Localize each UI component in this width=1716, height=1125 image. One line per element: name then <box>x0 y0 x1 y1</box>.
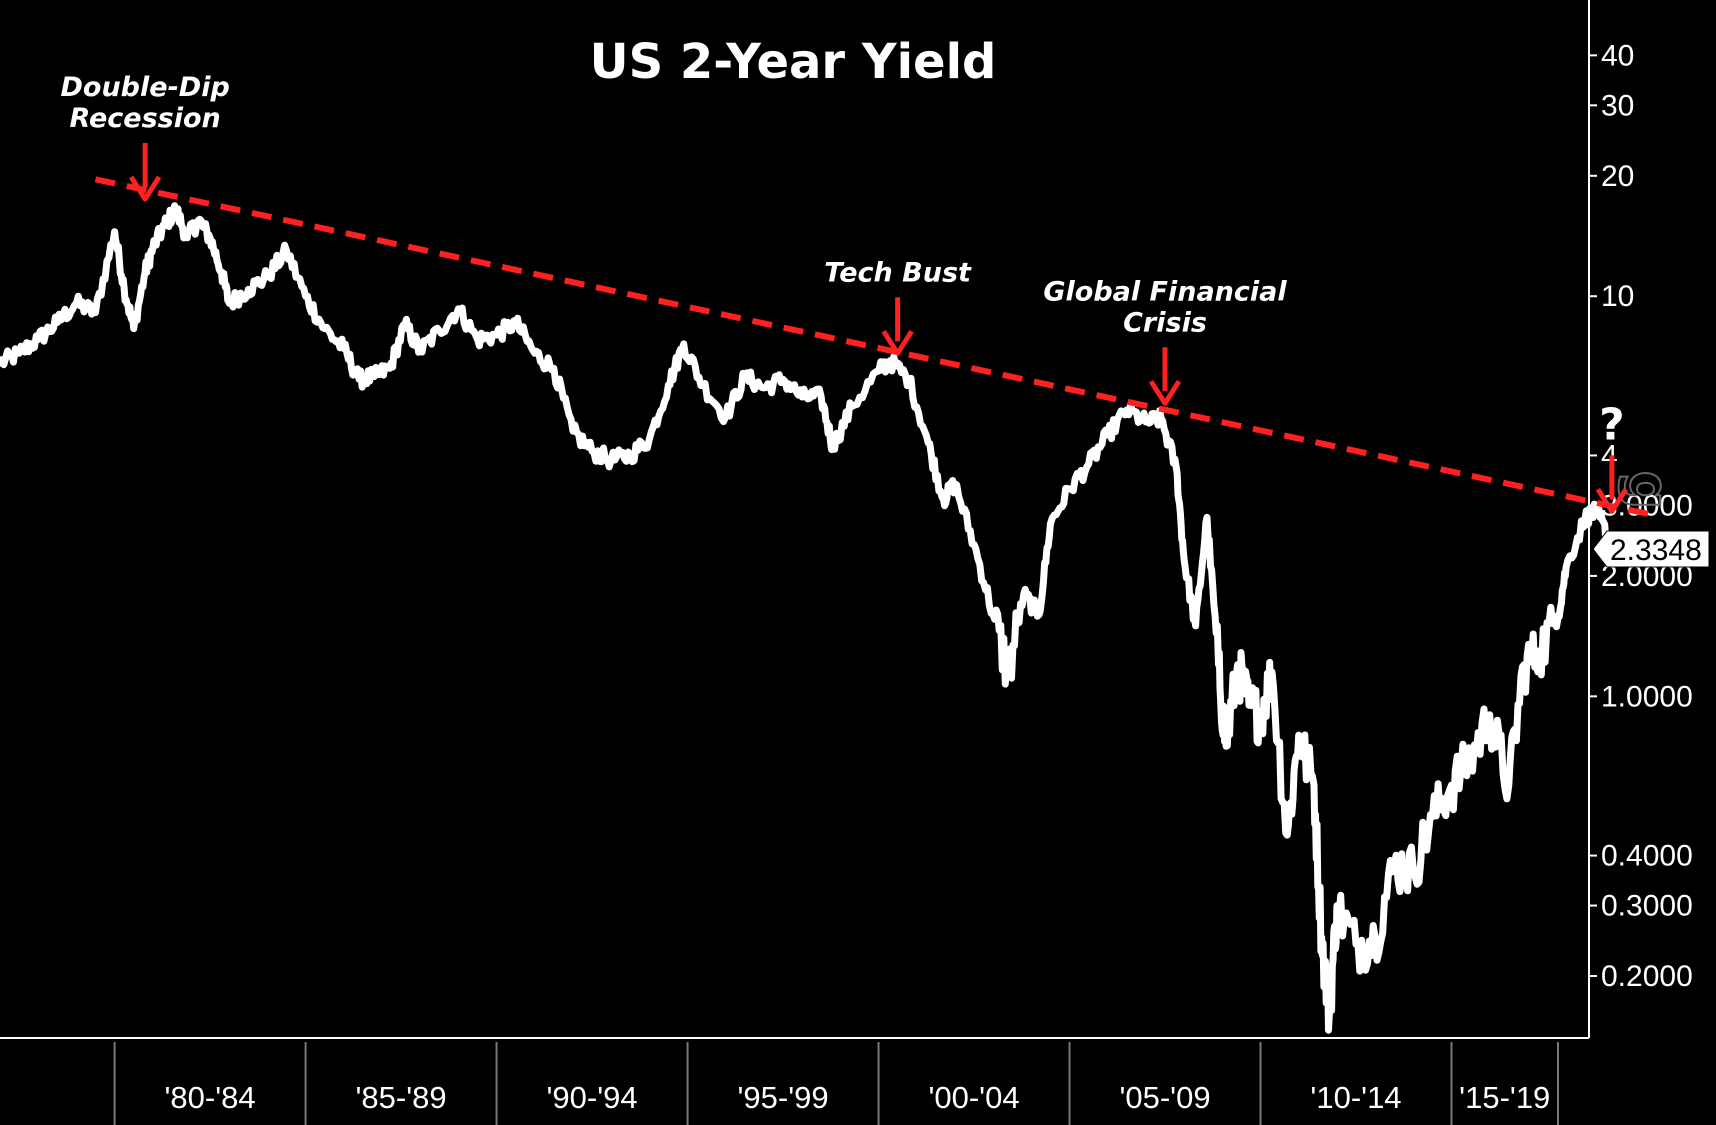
annotation-label-line: Double-Dip <box>61 72 230 103</box>
x-tick-label: '85-'89 <box>356 1080 447 1115</box>
x-tick-label: '15-'19 <box>1459 1080 1550 1115</box>
yield-series-line <box>0 202 1622 1034</box>
annotation-arrow-head <box>129 175 162 202</box>
annotation-arrow-head <box>1148 379 1182 406</box>
y-tick-label: 40 <box>1601 39 1634 72</box>
x-axis: '80-'84 '85-'89 '90-'94 '95-'99 '00-'04 '05-'… <box>113 1042 1559 1125</box>
annotation-label-line: Global Financial <box>1043 276 1287 307</box>
last-value-tag: 2.3348 <box>1592 530 1710 568</box>
x-tick-label: '95-'99 <box>737 1080 828 1115</box>
x-tick-label: '90-'94 <box>546 1080 637 1115</box>
y-tick-label: 0.2000 <box>1601 960 1693 993</box>
annotation-label-line: Crisis <box>1123 307 1207 338</box>
annotation-label-line: Tech Bust <box>824 257 972 288</box>
x-tick-label: '05-'09 <box>1119 1080 1210 1115</box>
y-tick-label: 20 <box>1601 160 1634 193</box>
x-tick-label: '80-'84 <box>165 1080 256 1115</box>
chart-title: US 2-Year Yield <box>590 34 997 90</box>
y-tick-label: 1.0000 <box>1601 680 1693 713</box>
x-tick-label: '00-'04 <box>928 1080 1019 1115</box>
y-tick-label: 0.3000 <box>1601 890 1693 923</box>
resistance-trendline <box>94 176 1651 518</box>
x-tick-label: '10-'14 <box>1310 1080 1401 1115</box>
annotation-arrow-head <box>881 329 914 356</box>
annotation-label-line: Recession <box>70 103 221 134</box>
y-tick-label: 30 <box>1601 89 1634 122</box>
y-tick-label: 10 <box>1601 280 1634 313</box>
y-axis: 4030201043.00002.00001.00000.40000.30000… <box>1589 39 1693 993</box>
annotation-arrow-head <box>1595 487 1629 514</box>
y-tick-label: 0.4000 <box>1601 840 1693 873</box>
annotation-tech-bust: Tech Bust <box>824 257 972 356</box>
annotation-label-line: ? <box>1599 399 1625 450</box>
last-value-tag-box <box>1592 530 1710 568</box>
last-value-label: 2.3348 <box>1610 534 1702 567</box>
annotation-question: ? <box>1595 399 1629 514</box>
